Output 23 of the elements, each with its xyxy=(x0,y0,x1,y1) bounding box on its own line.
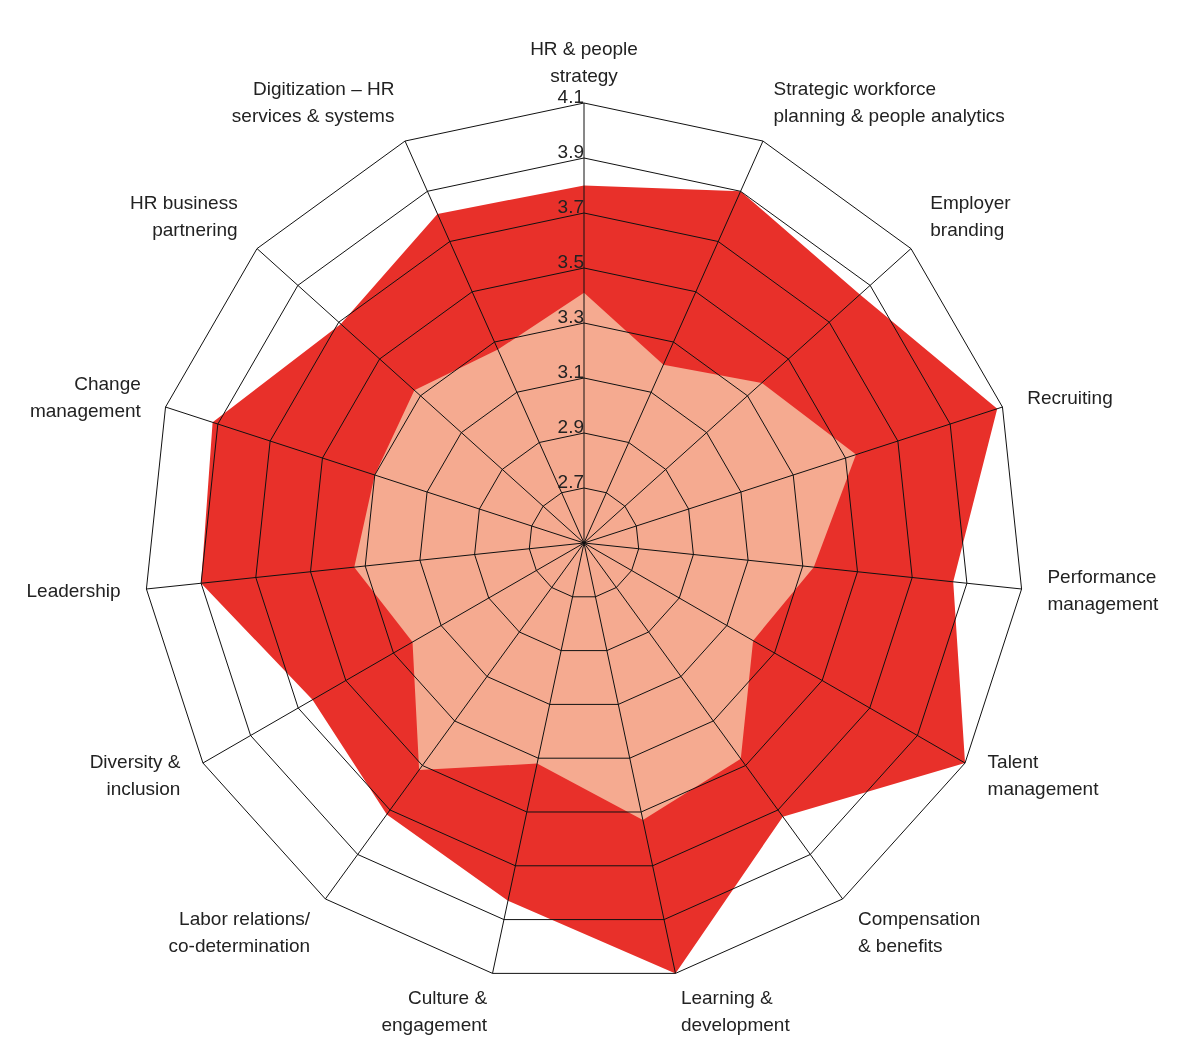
spoke-label: Change management xyxy=(29,373,142,422)
spoke-label: Leadership xyxy=(26,579,121,601)
spoke-label: Strategic workforce planning & people analytics xyxy=(773,78,1005,127)
y-tick-label: 2.7 xyxy=(557,471,584,492)
y-tick-label: 3.1 xyxy=(557,361,584,382)
spoke-label: Performance management xyxy=(1047,566,1160,615)
y-tick-label: 3.3 xyxy=(557,306,584,327)
spoke-label: Employer branding xyxy=(930,192,1012,241)
spoke-label: HR business partnering xyxy=(129,192,238,241)
y-tick-label: 2.9 xyxy=(557,416,584,437)
y-tick-label: 3.9 xyxy=(557,141,584,162)
spoke-label: Compensation & benefits xyxy=(857,908,981,957)
spoke-label: Culture & engagement xyxy=(381,986,488,1035)
spoke-label: Learning & development xyxy=(680,986,791,1035)
spoke-label: Diversity & inclusion xyxy=(89,750,181,799)
y-tick-label: 3.7 xyxy=(557,196,584,217)
spoke-label: Talent management xyxy=(987,750,1100,799)
spoke-label: Recruiting xyxy=(1027,387,1113,409)
y-tick-label: 4.1 xyxy=(557,86,584,107)
y-tick-label: 3.5 xyxy=(557,251,584,272)
spoke-label: HR & people strategy xyxy=(530,38,638,87)
spoke-label: Digitization – HR services & systems xyxy=(231,78,395,127)
spoke-label: Labor relations/ co-determination xyxy=(168,908,311,957)
